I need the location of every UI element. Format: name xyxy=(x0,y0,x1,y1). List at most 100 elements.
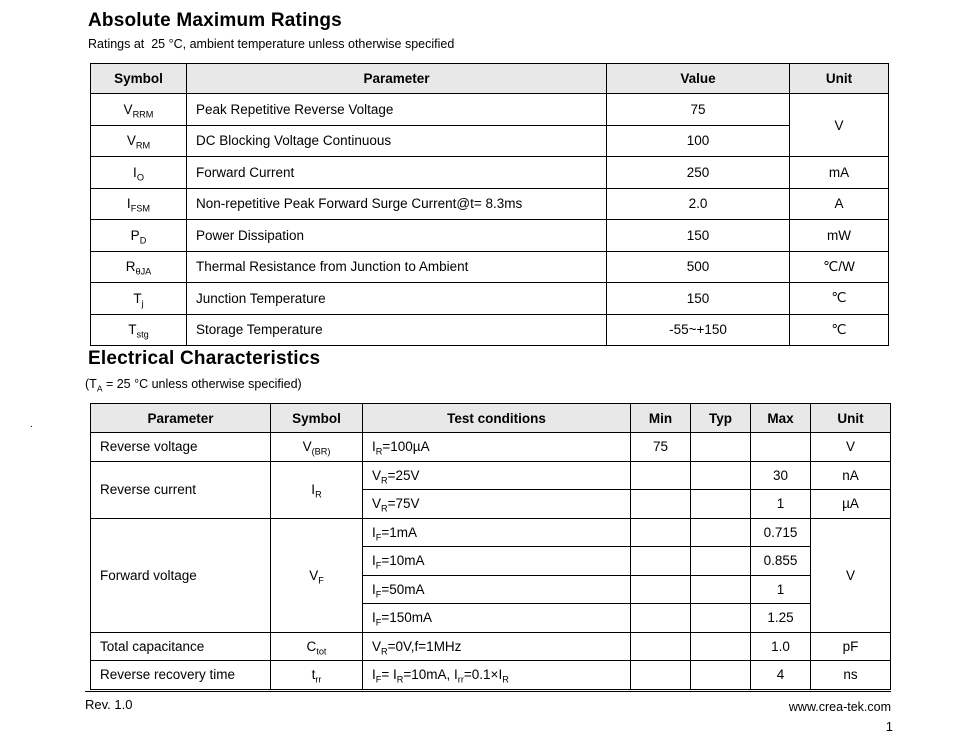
min-cell xyxy=(630,489,691,519)
stray-mark: . xyxy=(30,419,33,430)
symbol-cell: IR xyxy=(270,460,363,519)
table-row: VRM DC Blocking Voltage Continuous 100 xyxy=(90,124,889,157)
symbol-cell: Tj xyxy=(90,282,187,315)
absolute-maximum-ratings-table: Symbol Parameter Value Unit VRRM Peak Re… xyxy=(90,63,889,346)
conditions-cell: VR=75V xyxy=(362,489,631,519)
value-cell: 100 xyxy=(606,124,790,157)
parameter-column-header: Parameter xyxy=(90,403,271,433)
table-row: Tstg Storage Temperature -55~+150 ℃ xyxy=(90,313,889,346)
unit-column-header: Unit xyxy=(789,63,889,94)
unit-cell: A xyxy=(789,187,889,220)
value-column-header: Value xyxy=(606,63,790,94)
table-row: VRRM Peak Repetitive Reverse Voltage 75 … xyxy=(90,93,889,157)
max-cell: 30 xyxy=(750,460,811,490)
max-cell: 1 xyxy=(750,489,811,519)
table-row: PD Power Dissipation 150 mW xyxy=(90,219,889,252)
section-title-electrical-characteristics: Electrical Characteristics xyxy=(88,348,321,369)
max-column-header: Max xyxy=(750,403,811,433)
unit-cell: V xyxy=(789,93,889,157)
max-cell: 1 xyxy=(750,574,811,604)
parameter-cell: Storage Temperature xyxy=(186,313,607,346)
parameter-cell: Power Dissipation xyxy=(186,219,607,252)
symbol-cell: VF xyxy=(270,517,363,633)
symbol-cell: Tstg xyxy=(90,313,187,346)
table-row: Reverse current IR VR=25V 30 nA xyxy=(90,460,891,519)
unit-cell: V xyxy=(810,517,891,633)
table-row: Tj Junction Temperature 150 ℃ xyxy=(90,282,889,315)
value-cell: -55~+150 xyxy=(606,313,790,346)
min-cell: 75 xyxy=(630,432,691,462)
section-title-absolute-maximum-ratings: Absolute Maximum Ratings xyxy=(88,10,342,31)
unit-cell: nA xyxy=(810,460,891,490)
parameter-cell: Non-repetitive Peak Forward Surge Curren… xyxy=(186,187,607,220)
max-cell xyxy=(750,432,811,462)
symbol-cell: trr xyxy=(270,660,363,690)
symbol-cell: VRM xyxy=(90,124,187,157)
table-row: IO Forward Current 250 mA xyxy=(90,156,889,189)
parameter-cell: Reverse recovery time xyxy=(90,660,271,690)
min-cell xyxy=(630,574,691,604)
table-row: RθJA Thermal Resistance from Junction to… xyxy=(90,250,889,283)
unit-cell: V xyxy=(810,432,891,462)
symbol-cell: VRRM xyxy=(90,93,187,126)
section-subtitle-electrical-characteristics: (TA = 25 °C unless otherwise specified) xyxy=(85,377,302,394)
symbol-cell: IFSM xyxy=(90,187,187,220)
conditions-cell: VR=25V xyxy=(362,460,631,490)
table-header-row: Symbol Parameter Value Unit xyxy=(90,63,889,94)
typ-cell xyxy=(690,631,751,661)
parameter-cell: Forward Current xyxy=(186,156,607,189)
max-cell: 0.855 xyxy=(750,546,811,576)
max-cell: 1.0 xyxy=(750,631,811,661)
symbol-cell: RθJA xyxy=(90,250,187,283)
value-cell: 150 xyxy=(606,282,790,315)
parameter-cell: Thermal Resistance from Junction to Ambi… xyxy=(186,250,607,283)
table-row: IFSM Non-repetitive Peak Forward Surge C… xyxy=(90,187,889,220)
max-cell: 0.715 xyxy=(750,517,811,547)
unit-cell: ℃ xyxy=(789,313,889,346)
symbol-column-header: Symbol xyxy=(90,63,187,94)
table-row: Reverse voltage V(BR) IR=100µA 75 V xyxy=(90,432,891,462)
value-cell: 500 xyxy=(606,250,790,283)
min-column-header: Min xyxy=(630,403,691,433)
test-conditions-column-header: Test conditions xyxy=(362,403,631,433)
min-cell xyxy=(630,603,691,633)
unit-cell: pF xyxy=(810,631,891,661)
parameter-cell: DC Blocking Voltage Continuous xyxy=(186,124,607,157)
table-header-row: Parameter Symbol Test conditions Min Typ… xyxy=(90,403,891,433)
unit-cell: ns xyxy=(810,660,891,690)
symbol-cell: V(BR) xyxy=(270,432,363,462)
typ-cell xyxy=(690,517,751,547)
conditions-cell: IF=1mA xyxy=(362,517,631,547)
max-cell: 4 xyxy=(750,660,811,690)
footer-divider xyxy=(85,691,891,692)
parameter-cell: Reverse current xyxy=(90,460,271,519)
parameter-cell: Total capacitance xyxy=(90,631,271,661)
parameter-cell: Junction Temperature xyxy=(186,282,607,315)
conditions-cell: IF=150mA xyxy=(362,603,631,633)
unit-cell: mA xyxy=(789,156,889,189)
table-row: Forward voltage VF IF=1mA 0.715 V xyxy=(90,517,891,633)
electrical-characteristics-table: Parameter Symbol Test conditions Min Typ… xyxy=(90,403,891,690)
conditions-cell: IR=100µA xyxy=(362,432,631,462)
symbol-cell: Ctot xyxy=(270,631,363,661)
min-cell xyxy=(630,660,691,690)
conditions-cell: IF=10mA xyxy=(362,546,631,576)
table-row: Total capacitance Ctot VR=0V,f=1MHz 1.0 … xyxy=(90,631,891,661)
typ-cell xyxy=(690,432,751,462)
parameter-cell: Forward voltage xyxy=(90,517,271,633)
typ-column-header: Typ xyxy=(690,403,751,433)
typ-cell xyxy=(690,489,751,519)
table-row: Reverse recovery time trr IF= IR=10mA, I… xyxy=(90,660,891,690)
parameter-cell: Reverse voltage xyxy=(90,432,271,462)
conditions-cell: IF= IR=10mA, Irr=0.1×IR xyxy=(362,660,631,690)
typ-cell xyxy=(690,546,751,576)
page-number: 1 xyxy=(885,719,893,734)
max-cell: 1.25 xyxy=(750,603,811,633)
symbol-column-header: Symbol xyxy=(270,403,363,433)
unit-cell: ℃/W xyxy=(789,250,889,283)
typ-cell xyxy=(690,574,751,604)
value-cell: 2.0 xyxy=(606,187,790,220)
unit-cell: ℃ xyxy=(789,282,889,315)
conditions-cell: IF=50mA xyxy=(362,574,631,604)
